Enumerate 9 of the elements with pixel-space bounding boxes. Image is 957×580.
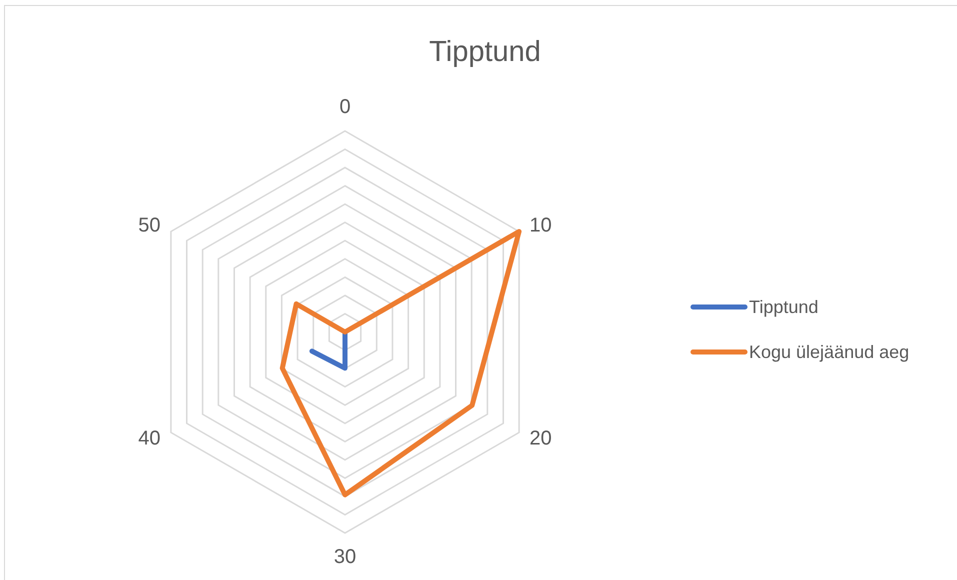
chart-title: Tipptund: [429, 36, 541, 68]
spoke-label: 20: [529, 428, 552, 450]
spoke-label: 30: [334, 546, 356, 568]
legend-label: Tipptund: [749, 297, 818, 317]
spoke-label: 10: [529, 214, 552, 236]
spoke-label: 40: [138, 428, 161, 450]
legend-label: Kogu ülejäänud aeg: [749, 342, 910, 362]
spoke-label: 50: [138, 214, 161, 236]
spoke-label: 0: [339, 96, 351, 118]
